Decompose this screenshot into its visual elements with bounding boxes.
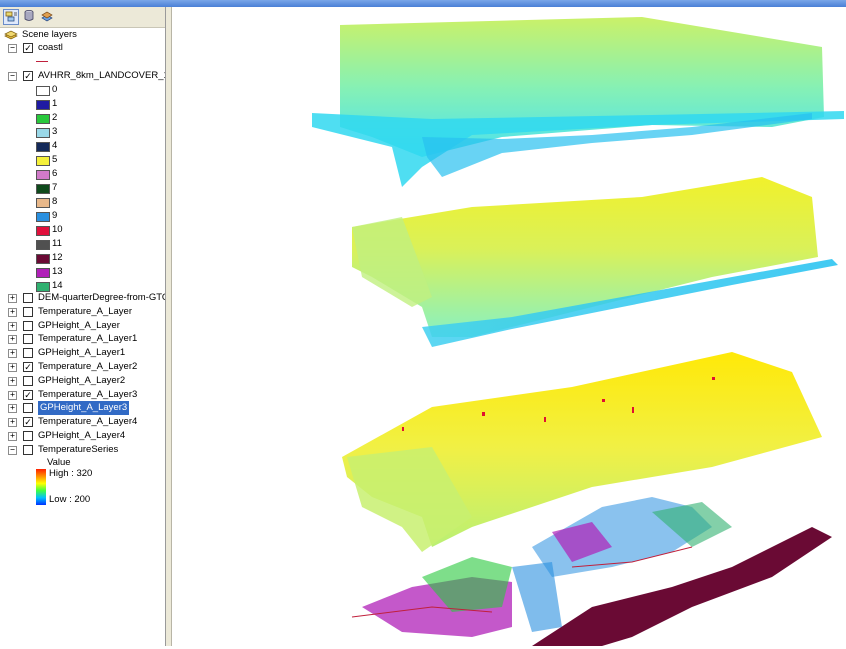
layer-visibility-checkbox[interactable] (23, 444, 33, 455)
legend-swatch (36, 212, 50, 222)
layer-label: Temperature_A_Layer1 (38, 333, 138, 345)
layer-visibility-checkbox[interactable] (23, 431, 33, 441)
legend-swatch (36, 142, 50, 152)
legend-swatch (36, 184, 50, 194)
legend-label: 6 (52, 168, 58, 179)
layer-label: Temperature_A_Layer (38, 305, 132, 317)
legend-swatch (36, 254, 50, 264)
expand-icon[interactable]: + (8, 349, 17, 359)
legend-label: 9 (52, 210, 58, 221)
color-ramp (36, 469, 46, 505)
layer-label: GPHeight_A_Layer3 (38, 401, 130, 416)
layer-visibility-checkbox[interactable] (23, 348, 33, 359)
expand-icon[interactable]: + (8, 404, 17, 414)
layer-stack-icon (41, 11, 53, 22)
collapse-icon[interactable]: − (8, 72, 17, 81)
scene-canvas[interactable] (172, 7, 846, 646)
layer-visibility-checkbox[interactable]: ✓ (23, 389, 33, 400)
layer-label: Temperature_A_Layer2 (38, 361, 138, 372)
list-by-source-button[interactable] (22, 9, 38, 25)
panel-splitter[interactable] (166, 7, 172, 646)
layer-visibility-checkbox[interactable] (23, 334, 33, 345)
collapse-icon[interactable]: − (8, 44, 17, 53)
layer-label: Temperature_A_Layer4 (38, 416, 138, 428)
list-by-drawing-order-button[interactable] (3, 9, 19, 25)
line-symbol-icon (36, 61, 48, 62)
layer-visibility-checkbox[interactable] (23, 306, 33, 317)
legend-label: 4 (52, 140, 58, 151)
layer-visibility-checkbox[interactable] (23, 375, 33, 386)
temperature-surface-lower (342, 352, 822, 552)
legend-swatch (36, 128, 50, 138)
legend-label: 13 (52, 266, 63, 277)
layer-label: Temperature_A_Layer3 (38, 388, 138, 400)
layer-label: coastl (38, 42, 63, 53)
scene-view[interactable] (172, 7, 846, 646)
scene-layers-label: Scene layers (22, 29, 77, 40)
legend-swatch (36, 100, 50, 110)
legend-swatch (36, 156, 50, 166)
ramp-low-label: Low : 200 (49, 494, 91, 505)
legend-label: 14 (52, 280, 63, 291)
expand-icon[interactable]: + (8, 390, 17, 400)
legend-label: 3 (52, 126, 58, 137)
layer-visibility-checkbox[interactable] (23, 320, 33, 331)
layer-label: TemperatureSeries (38, 443, 119, 455)
layer-visibility-checkbox[interactable]: ✓ (23, 362, 33, 372)
legend-label: 1 (52, 98, 58, 109)
database-icon (24, 9, 34, 21)
title-bar-strip (0, 0, 846, 7)
legend-label: 10 (52, 224, 63, 235)
ramp-high-label: High : 320 (49, 468, 93, 479)
table-of-contents: Scene layers − ✓ coastl − ✓ AVHRR_8km_LA… (0, 7, 166, 646)
legend-label: 5 (52, 154, 58, 165)
layers-list-icon (5, 11, 17, 22)
legend-swatch (36, 198, 50, 208)
expand-icon[interactable]: + (8, 363, 17, 372)
layer-label: GPHeight_A_Layer4 (38, 430, 126, 441)
legend-swatch (36, 268, 50, 278)
layer-label: GPHeight_A_Layer1 (38, 347, 126, 359)
legend-swatch (36, 86, 50, 96)
expand-icon[interactable]: + (8, 418, 17, 428)
legend-label: 8 (52, 196, 58, 207)
expand-icon[interactable]: + (8, 307, 17, 317)
scene-layers-icon (4, 30, 18, 40)
layer-label: GPHeight_A_Layer2 (38, 374, 126, 386)
legend-label: 0 (52, 84, 58, 95)
temperature-surface-middle (352, 177, 838, 347)
toc-toolbar (0, 7, 165, 28)
layer-label: AVHRR_8km_LANDCOVER_1981 (38, 70, 165, 81)
legend-swatch (36, 226, 50, 236)
legend-swatch (36, 282, 50, 292)
expand-icon[interactable]: + (8, 432, 17, 441)
legend-label: 7 (52, 182, 58, 193)
collapse-icon[interactable]: − (8, 445, 17, 455)
layer-visibility-checkbox[interactable]: ✓ (23, 43, 33, 53)
expand-icon[interactable]: + (8, 321, 17, 331)
expand-icon[interactable]: + (8, 294, 17, 303)
layer-visibility-checkbox[interactable] (23, 403, 33, 414)
ramp-title-label: Value (47, 457, 71, 468)
layer-visibility-checkbox[interactable]: ✓ (23, 71, 33, 81)
layer-label: DEM-quarterDegree-from-GTOP (38, 292, 166, 303)
expand-icon[interactable]: + (8, 335, 17, 345)
legend-label: 2 (52, 112, 58, 123)
legend-swatch (36, 170, 50, 180)
legend-label: 11 (52, 238, 62, 249)
temperature-surface-top (312, 17, 844, 187)
layer-visibility-checkbox[interactable] (23, 293, 33, 303)
list-by-visibility-button[interactable] (40, 9, 56, 25)
layer-label: GPHeight_A_Layer (38, 319, 120, 331)
legend-swatch (36, 114, 50, 124)
expand-icon[interactable]: + (8, 376, 17, 386)
legend-swatch (36, 240, 50, 250)
legend-label: 12 (52, 252, 63, 263)
landcover-surface (351, 497, 832, 646)
layer-visibility-checkbox[interactable]: ✓ (23, 417, 33, 428)
